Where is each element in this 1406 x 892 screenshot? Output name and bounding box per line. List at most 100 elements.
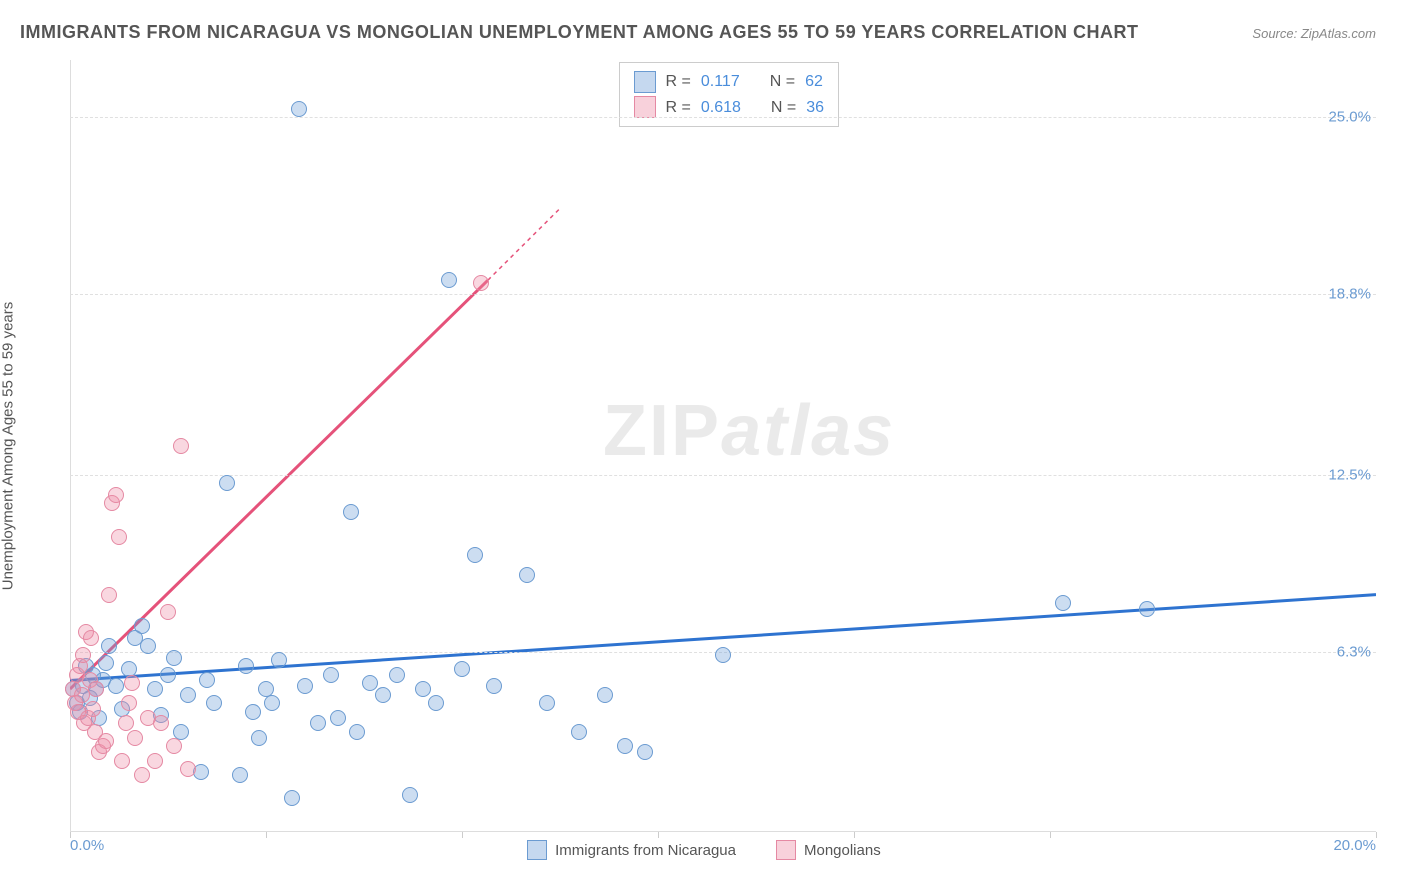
scatter-point [310,715,326,731]
scatter-point [98,733,114,749]
watermark-part2: atlas [721,391,895,471]
scatter-point [160,604,176,620]
scatter-point [166,650,182,666]
scatter-point [134,767,150,783]
scatter-point [180,761,196,777]
scatter-point [362,675,378,691]
source-label: Source: [1252,26,1297,41]
legend-swatch-pink [776,840,796,860]
scatter-point [375,687,391,703]
scatter-point [343,504,359,520]
scatter-point [206,695,222,711]
scatter-point [486,678,502,694]
legend-swatch-blue [634,71,656,93]
n-label: N = [770,69,795,95]
scatter-point [1139,601,1155,617]
scatter-point [637,744,653,760]
scatter-point [597,687,613,703]
scatter-point [127,730,143,746]
scatter-point [389,667,405,683]
scatter-point [238,658,254,674]
scatter-point [284,790,300,806]
scatter-point [232,767,248,783]
y-tick-label: 6.3% [1337,643,1371,660]
watermark: ZIPatlas [603,390,895,472]
r-value-1: 0.117 [701,69,740,95]
scatter-point [98,655,114,671]
legend-label-1: Immigrants from Nicaragua [555,842,736,859]
scatter-point [101,638,117,654]
scatter-point [297,678,313,694]
scatter-point [291,101,307,117]
legend-item-2: Mongolians [776,840,881,860]
regression-line-pink-dashed [488,209,560,280]
scatter-point [166,738,182,754]
scatter-point [114,753,130,769]
chart-title: IMMIGRANTS FROM NICARAGUA VS MONGOLIAN U… [20,22,1139,43]
y-tick-label: 12.5% [1328,466,1371,483]
legend-stats-row-1: R = 0.117 N = 62 [634,69,825,95]
scatter-point [118,715,134,731]
scatter-point [251,730,267,746]
scatter-point [85,701,101,717]
scatter-point [173,438,189,454]
scatter-point [428,695,444,711]
scatter-point [519,567,535,583]
legend-item-1: Immigrants from Nicaragua [527,840,736,860]
scatter-point [83,630,99,646]
scatter-point [147,681,163,697]
scatter-point [467,547,483,563]
x-tick-label: 20.0% [1333,837,1376,854]
legend-swatch-blue [527,840,547,860]
scatter-point [160,667,176,683]
x-tick-mark [658,832,659,838]
x-tick-mark [854,832,855,838]
regression-lines-svg [70,60,1376,832]
scatter-point [415,681,431,697]
scatter-point [199,672,215,688]
x-tick-mark [1376,832,1377,838]
regression-line-blue [70,595,1376,681]
scatter-point [539,695,555,711]
scatter-point [715,647,731,663]
source-attribution: Source: ZipAtlas.com [1252,26,1376,41]
scatter-point [473,275,489,291]
scatter-point [264,695,280,711]
scatter-point [147,753,163,769]
scatter-point [140,638,156,654]
watermark-part1: ZIP [603,391,721,471]
scatter-point [245,704,261,720]
scatter-point [219,475,235,491]
scatter-point [330,710,346,726]
scatter-point [454,661,470,677]
gridline-h [70,475,1376,476]
scatter-point [108,487,124,503]
chart-container: ZIPatlas R = 0.117 N = 62 R = 0.618 N = … [50,60,1376,852]
y-axis-label: Unemployment Among Ages 55 to 59 years [0,302,17,591]
scatter-point [271,652,287,668]
scatter-point [349,724,365,740]
r-label: R = [666,69,691,95]
y-tick-label: 25.0% [1328,109,1371,126]
legend-swatch-pink [634,96,656,118]
source-link[interactable]: ZipAtlas.com [1301,26,1376,41]
scatter-point [1055,595,1071,611]
scatter-point [101,587,117,603]
scatter-point [402,787,418,803]
scatter-point [75,647,91,663]
gridline-h [70,294,1376,295]
scatter-point [134,618,150,634]
scatter-point [180,687,196,703]
scatter-point [108,678,124,694]
scatter-point [121,695,137,711]
scatter-point [121,661,137,677]
gridline-h [70,117,1376,118]
scatter-point [124,675,140,691]
y-tick-label: 18.8% [1328,286,1371,303]
n-value-1: 62 [805,69,823,95]
x-tick-mark [462,832,463,838]
scatter-point [88,681,104,697]
regression-line-pink [70,280,488,689]
scatter-point [571,724,587,740]
x-tick-mark [1050,832,1051,838]
